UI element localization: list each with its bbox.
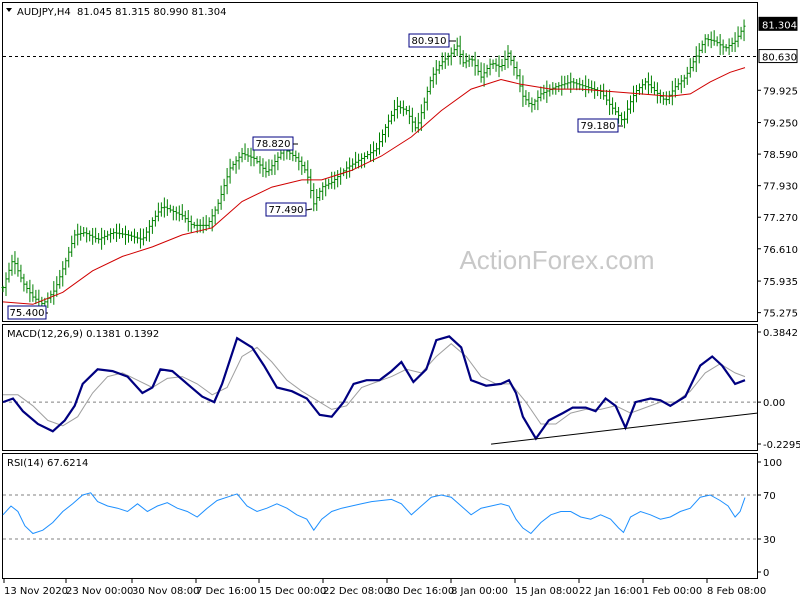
time-axis-label: 1 Feb 00:00 [643, 586, 702, 597]
macd-axis-label: -0.2295 [763, 440, 800, 451]
price-axis-label: 75.275 [763, 309, 798, 320]
rsi-line [2, 492, 746, 535]
rsi-panel-frame [2, 453, 758, 579]
macd-title: MACD(12,26,9) 0.1381 0.1392 [7, 329, 159, 340]
rsi-axis-label: 100 [763, 458, 782, 469]
rsi-axis-label: 0 [763, 568, 769, 579]
price-axis-label: 77.270 [763, 213, 798, 224]
price-axis-label: 79.925 [763, 86, 798, 97]
price-annotation-leader [305, 208, 313, 211]
price-annotation-label: 79.180 [581, 121, 616, 132]
price-annotation-label: 75.400 [10, 308, 45, 319]
time-axis-label: 22 Dec 08:00 [323, 586, 390, 597]
macd-panel-frame [2, 324, 758, 451]
level-price-label: 80.630 [762, 53, 797, 64]
time-axis-label: 22 Jan 16:00 [579, 586, 642, 597]
time-axis-label: 30 Nov 08:00 [132, 586, 199, 597]
macd-axis: 0.3842 0.00 -0.2295 [757, 328, 800, 451]
macd-line [2, 335, 746, 441]
price-axis-label: 75.935 [763, 277, 798, 288]
price-axis-label: 78.590 [763, 150, 798, 161]
price-bars [1, 19, 746, 312]
time-axis-label: 15 Jan 08:00 [515, 586, 578, 597]
macd-axis-label: 0.00 [763, 398, 785, 409]
last-price-box [758, 16, 798, 31]
rsi-title: RSI(14) 67.6214 [7, 458, 88, 469]
time-axis-label: 8 Feb 08:00 [707, 586, 766, 597]
chart-header: AUDJPY,H4 81.045 81.315 80.990 81.304 [6, 7, 227, 18]
macd-trendline [491, 412, 758, 445]
time-axis-label: 30 Dec 16:00 [387, 586, 454, 597]
time-axis-label: 8 Jan 00:00 [451, 586, 508, 597]
price-annotation-label: 80.910 [412, 36, 447, 47]
price-panel-frame [2, 2, 758, 322]
price-axis-label: 79.250 [763, 119, 798, 130]
last-price-label: 81.304 [762, 20, 797, 31]
rsi-axis: 100 70 30 0 [757, 458, 782, 579]
rsi-axis-label: 70 [763, 491, 776, 502]
macd-content [2, 335, 758, 445]
panel-frames [2, 2, 758, 579]
time-axis-label: 15 Dec 00:00 [259, 586, 326, 597]
ema-line-group [2, 67, 746, 305]
price-axis-label: 77.930 [763, 182, 798, 193]
macd-signal-line [3, 343, 746, 427]
price-axis: 81.304 80.630 79.925 79.250 78.590 77.930 77.2… [757, 16, 798, 320]
ohlc-readout: 81.045 81.315 80.990 81.304 [77, 7, 227, 18]
time-axis-label: 23 Nov 00:00 [66, 586, 133, 597]
watermark: ActionForex.com [459, 245, 654, 275]
triangle-down-icon[interactable] [6, 8, 12, 12]
level-price-box [758, 49, 798, 64]
symbol-title: AUDJPY,H4 [17, 7, 71, 18]
price-annotation-label: 78.820 [256, 139, 291, 150]
price-axis-label: 76.610 [763, 245, 798, 256]
ema-line [2, 67, 746, 305]
time-axis-label: 13 Nov 2020 [4, 586, 68, 597]
time-axis-label: 7 Dec 16:00 [196, 586, 257, 597]
price-annotation-label: 77.490 [269, 205, 304, 216]
rsi-content [2, 492, 757, 540]
rsi-axis-label: 30 [763, 535, 776, 546]
price-annotations: 80.910 78.820 77.490 75.400 79.180 [7, 33, 623, 320]
macd-axis-label: 0.3842 [763, 328, 798, 339]
